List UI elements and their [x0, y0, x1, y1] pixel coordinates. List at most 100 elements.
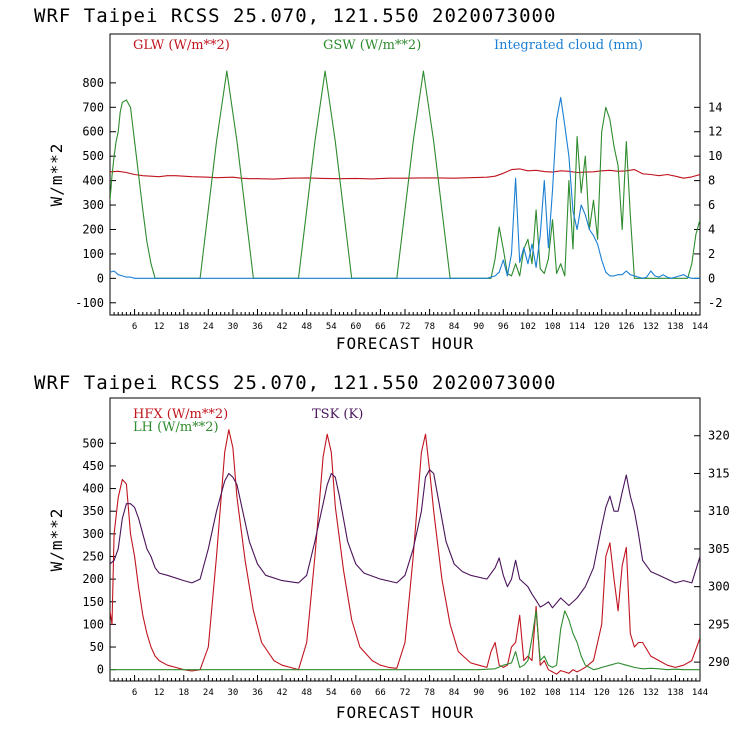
- chart1-y-tick-label: 800: [82, 76, 104, 90]
- chart2-legend-entry-2: LH (W/m**2): [133, 420, 219, 435]
- chart2-y-axis-label: W/m**2: [47, 508, 66, 572]
- chart1-x-tick-label: 48: [301, 322, 312, 332]
- chart2-y2-tick-label: 305: [708, 542, 730, 556]
- chart2-x-tick-label: 108: [544, 688, 560, 698]
- chart2-x-tick-label: 42: [277, 688, 288, 698]
- chart1-y2-tick-label: 0: [708, 271, 715, 285]
- chart2-x-tick-label: 18: [178, 688, 189, 698]
- chart2-y2-tick-label: 300: [708, 580, 730, 594]
- chart2-x-tick-label: 30: [227, 688, 238, 698]
- chart1-y2-tick-label: 8: [708, 174, 715, 188]
- chart1-y-tick-label: 400: [82, 174, 104, 188]
- chart1-x-tick-label: 24: [203, 322, 214, 332]
- chart1-x-tick-label: 78: [424, 322, 435, 332]
- chart2-x-tick-label: 72: [400, 688, 411, 698]
- chart2-x-tick-label: 78: [424, 688, 435, 698]
- chart2-x-tick-label: 114: [569, 688, 585, 698]
- chart1-y-tick-label: 100: [82, 247, 104, 261]
- chart1-y-tick-label: 500: [82, 149, 104, 163]
- chart2-y2-tick-label: 320: [708, 429, 730, 443]
- chart1-y-tick-label: -100: [75, 296, 104, 310]
- chart2-y-tick-label: 250: [82, 549, 104, 563]
- chart1-y-tick-label: 700: [82, 100, 104, 114]
- chart1-series-line-1: [110, 168, 700, 180]
- chart1-x-tick-label: 90: [473, 322, 484, 332]
- chart1-x-tick-label: 132: [643, 322, 659, 332]
- chart2-y-tick-label: 500: [82, 436, 104, 450]
- chart2-y-tick-label: 450: [82, 459, 104, 473]
- chart2-y-tick-label: 300: [82, 527, 104, 541]
- chart2-title: WRF Taipei RCSS 25.070, 121.550 20200730…: [34, 372, 556, 394]
- chart1-x-tick-label: 42: [277, 322, 288, 332]
- chart1-legend-entry-3: Integrated cloud (mm): [494, 38, 643, 53]
- chart1-x-axis-label: FORECAST HOUR: [336, 334, 474, 353]
- chart1-legend-entry-1: GLW (W/m**2): [133, 38, 230, 53]
- chart1-y-tick-label: 600: [82, 125, 104, 139]
- chart2-x-tick-label: 96: [498, 688, 509, 698]
- chart2-series-line-3: [110, 469, 700, 609]
- chart1-x-tick-label: 138: [667, 322, 683, 332]
- chart2-x-tick-label: 48: [301, 688, 312, 698]
- chart2-x-tick-label: 6: [132, 688, 137, 698]
- chart1-y-tick-label: 200: [82, 222, 104, 236]
- chart1-legend-entry-2: GSW (W/m**2): [323, 38, 421, 53]
- chart2-y2-tick-label: 310: [708, 504, 730, 518]
- chart2-legend-entry-1: HFX (W/m**2): [133, 407, 228, 422]
- chart2-x-tick-label: 36: [252, 688, 263, 698]
- chart2-x-tick-label: 144: [692, 688, 708, 698]
- chart2-y-tick-label: 150: [82, 595, 104, 609]
- chart1-plot-frame: [109, 33, 701, 316]
- chart2-y-tick-label: 0: [97, 663, 104, 677]
- chart2-x-tick-label: 12: [154, 688, 165, 698]
- chart1-y2-tick-label: 6: [708, 198, 715, 212]
- chart2-x-tick-label: 126: [618, 688, 634, 698]
- chart2-x-tick-label: 132: [643, 688, 659, 698]
- chart1-y-tick-label: 300: [82, 198, 104, 212]
- chart1-x-tick-label: 84: [449, 322, 460, 332]
- chart1-x-tick-label: 72: [400, 322, 411, 332]
- chart1-series-line-3: [110, 96, 700, 279]
- chart2-y-tick-label: 400: [82, 482, 104, 496]
- chart1-y2-tick-label: -2: [708, 296, 722, 310]
- chart2-x-axis-label: FORECAST HOUR: [336, 703, 474, 722]
- chart1-title: WRF Taipei RCSS 25.070, 121.550 20200730…: [34, 5, 556, 27]
- chart2-x-tick-label: 60: [350, 688, 361, 698]
- chart2-y2-tick-label: 290: [708, 655, 730, 669]
- chart1-x-tick-label: 12: [154, 322, 165, 332]
- chart2-x-tick-label: 120: [594, 688, 610, 698]
- chart2-y2-tick-label: 295: [708, 617, 730, 631]
- chart2-y-tick-label: 50: [90, 640, 104, 654]
- chart1-x-tick-label: 18: [178, 322, 189, 332]
- chart1-y2-tick-label: 14: [708, 100, 722, 114]
- chart2-y2-tick-label: 315: [708, 466, 730, 480]
- chart1-y2-tick-label: 4: [708, 222, 715, 236]
- chart1-y2-tick-label: 2: [708, 247, 715, 261]
- chart1-y-tick-label: 0: [97, 271, 104, 285]
- chart1-x-tick-label: 66: [375, 322, 386, 332]
- chart2-y-tick-label: 200: [82, 572, 104, 586]
- chart2-y-tick-label: 100: [82, 617, 104, 631]
- chart2-series-line-1: [110, 429, 700, 675]
- chart1-y2-tick-label: 12: [708, 125, 722, 139]
- chart1-y-axis-label: W/m**2: [47, 143, 66, 207]
- chart2-x-tick-label: 102: [520, 688, 536, 698]
- chart1-x-tick-label: 54: [326, 322, 337, 332]
- chart1-x-tick-label: 6: [132, 322, 137, 332]
- chart1-x-tick-label: 60: [350, 322, 361, 332]
- chart1-series-line-2: [110, 70, 700, 279]
- chart1-x-tick-label: 120: [594, 322, 610, 332]
- chart1-x-tick-label: 102: [520, 322, 536, 332]
- chart1-x-tick-label: 126: [618, 322, 634, 332]
- chart2-y-tick-label: 350: [82, 504, 104, 518]
- chart1-x-tick-label: 114: [569, 322, 585, 332]
- chart1-x-tick-label: 108: [544, 322, 560, 332]
- chart2-x-tick-label: 24: [203, 688, 214, 698]
- chart2-x-tick-label: 90: [473, 688, 484, 698]
- chart2-series-line-2: [110, 610, 700, 671]
- chart2-legend-entry-3: TSK (K): [312, 407, 363, 422]
- chart2-x-tick-label: 138: [667, 688, 683, 698]
- chart1-x-tick-label: 30: [227, 322, 238, 332]
- chart1-x-tick-label: 96: [498, 322, 509, 332]
